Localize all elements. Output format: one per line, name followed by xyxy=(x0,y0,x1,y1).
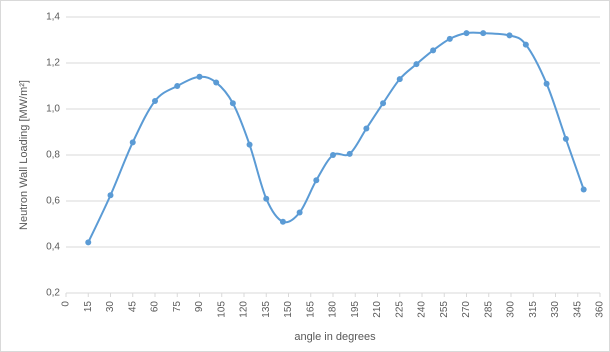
marker xyxy=(213,79,220,86)
marker xyxy=(522,41,529,48)
x-tick-label: 75 xyxy=(172,301,183,313)
marker xyxy=(313,177,320,184)
x-tick-label: 15 xyxy=(83,301,94,313)
x-tick-label: 345 xyxy=(572,301,583,318)
marker xyxy=(480,30,487,37)
marker xyxy=(413,61,420,68)
marker xyxy=(463,30,470,37)
x-tick-label: 240 xyxy=(417,301,428,318)
marker xyxy=(562,135,569,142)
x-tick-label: 105 xyxy=(216,301,227,318)
marker xyxy=(296,209,303,216)
marker xyxy=(506,32,513,39)
y-tick-label: 1,0 xyxy=(46,104,60,115)
y-axis-title: Neutron Wall Loading [MW/m²] xyxy=(18,80,30,230)
marker xyxy=(446,35,453,42)
x-tick-label: 150 xyxy=(283,301,294,318)
x-tick-label: 300 xyxy=(506,301,517,318)
x-tick-label: 90 xyxy=(194,301,205,313)
x-tick-label: 210 xyxy=(372,301,383,318)
marker xyxy=(346,150,353,157)
x-tick-label: 180 xyxy=(328,301,339,318)
marker xyxy=(543,80,550,87)
marker xyxy=(152,97,158,104)
x-tick-label: 330 xyxy=(550,301,561,318)
x-tick-label: 135 xyxy=(261,301,272,318)
x-tick-label: 255 xyxy=(439,301,450,318)
marker xyxy=(330,152,336,158)
marker xyxy=(263,195,270,202)
x-tick-label: 60 xyxy=(150,301,161,313)
x-tick-label: 120 xyxy=(239,301,250,318)
x-tick-label: 30 xyxy=(105,301,116,313)
marker xyxy=(279,218,286,225)
x-tick-label: 315 xyxy=(528,301,539,318)
x-tick-label: 285 xyxy=(483,301,494,318)
marker xyxy=(229,100,236,107)
marker xyxy=(174,83,181,89)
x-tick-label: 270 xyxy=(461,301,472,318)
x-axis-title: angle in degrees xyxy=(294,331,376,343)
marker xyxy=(363,125,370,132)
y-tick-label: 0,8 xyxy=(46,150,60,161)
marker xyxy=(430,47,437,54)
marker xyxy=(396,76,403,83)
x-tick-label: 45 xyxy=(127,301,138,313)
marker xyxy=(129,139,136,146)
marker xyxy=(246,141,253,148)
marker xyxy=(580,186,587,193)
marker xyxy=(107,192,114,199)
y-tick-label: 0,2 xyxy=(46,288,60,299)
y-tick-label: 0,4 xyxy=(46,242,60,253)
y-tick-label: 0,6 xyxy=(46,196,60,207)
x-tick-label: 225 xyxy=(394,301,405,318)
x-tick-label: 360 xyxy=(595,301,606,318)
x-tick-label: 195 xyxy=(350,301,361,318)
marker xyxy=(85,239,92,246)
y-tick-label: 1,2 xyxy=(46,58,60,69)
x-tick-label: 165 xyxy=(305,301,316,318)
x-tick-label: 0 xyxy=(61,301,72,307)
y-tick-label: 1,4 xyxy=(46,12,60,23)
marker xyxy=(196,73,203,80)
line xyxy=(87,31,585,243)
marker xyxy=(380,100,387,107)
